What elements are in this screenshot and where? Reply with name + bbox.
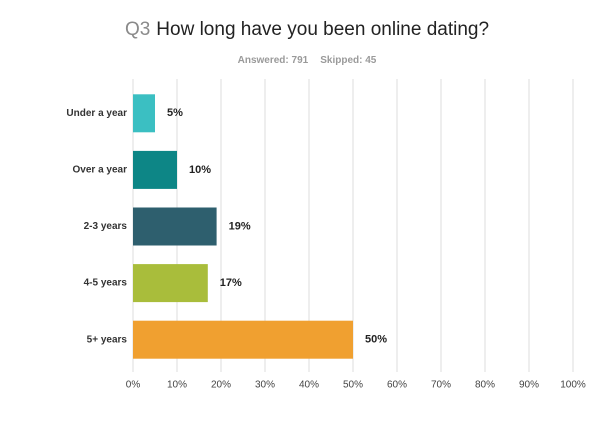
x-tick-label: 50% xyxy=(343,380,363,391)
bar xyxy=(133,320,353,359)
bar xyxy=(133,264,208,303)
x-tick-label: 10% xyxy=(167,380,187,391)
question-number: Q3 xyxy=(125,19,150,40)
x-tick-label: 40% xyxy=(299,380,319,391)
x-tick-label: 30% xyxy=(255,380,275,391)
bar xyxy=(133,150,177,189)
chart-title-group: Q3 How long have you been online dating? xyxy=(125,19,489,40)
chart-title: How long have you been online dating? xyxy=(156,19,489,40)
x-tick-label: 60% xyxy=(387,380,407,391)
category-label: 4-5 years xyxy=(84,278,128,289)
x-tick-label: 0% xyxy=(126,380,141,391)
x-tick-label: 100% xyxy=(560,380,586,391)
x-tick-label: 80% xyxy=(475,380,495,391)
value-label: 19% xyxy=(229,220,251,232)
bar xyxy=(133,94,155,133)
value-label: 17% xyxy=(220,277,242,289)
category-label: 5+ years xyxy=(87,334,128,345)
category-label: Under a year xyxy=(66,108,127,119)
x-tick-label: 70% xyxy=(431,380,451,391)
x-tick-label: 90% xyxy=(519,380,539,391)
skipped: Skipped: 45 xyxy=(320,55,377,66)
answered: Answered: 791 xyxy=(238,55,309,66)
value-label: 50% xyxy=(365,334,387,346)
category-label: Over a year xyxy=(73,165,128,176)
x-tick-label: 20% xyxy=(211,380,231,391)
value-label: 10% xyxy=(189,164,211,176)
bar xyxy=(133,207,217,246)
value-label: 5% xyxy=(167,107,183,119)
response-counts: Answered: 791 Skipped: 45 xyxy=(238,55,377,66)
category-label: 2-3 years xyxy=(84,221,128,232)
